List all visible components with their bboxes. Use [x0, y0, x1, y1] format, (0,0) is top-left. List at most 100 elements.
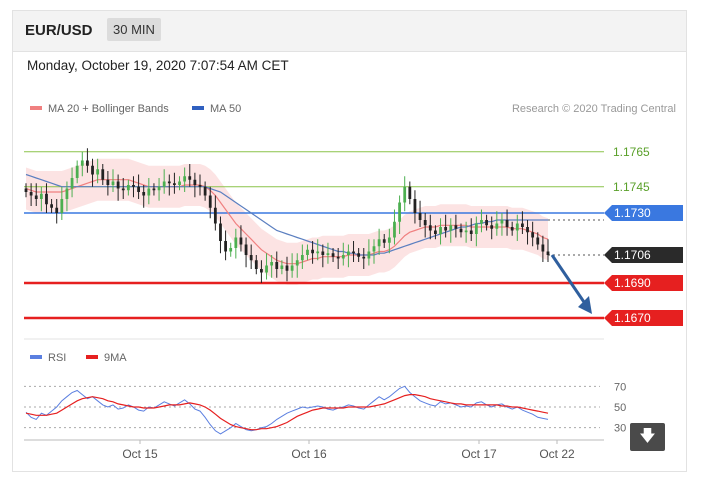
candle-body — [449, 225, 453, 231]
rsi-tick-label: 70 — [614, 381, 626, 393]
candle-body — [249, 255, 253, 261]
candle-body — [254, 260, 258, 269]
candle-body — [311, 249, 314, 254]
candle-body — [546, 251, 550, 255]
timeframe-badge[interactable]: 30 MIN — [107, 18, 161, 41]
ma9-legend-label: 9MA — [104, 352, 127, 364]
candle-body — [459, 228, 463, 233]
candle-body — [541, 244, 545, 252]
ma20-legend-swatch — [30, 106, 42, 110]
candle-body — [377, 239, 381, 247]
level-label-1.1706: 1.1706 — [614, 248, 651, 262]
candle-body — [428, 225, 432, 231]
rsi-tick-label: 30 — [614, 423, 626, 435]
candle-body — [474, 223, 478, 234]
candle-body — [295, 260, 299, 266]
candle-body — [505, 220, 509, 227]
level-label-1.1745: 1.1745 — [613, 180, 650, 194]
candle-body — [300, 255, 304, 261]
candle-body — [403, 186, 407, 203]
candle-body — [229, 248, 233, 252]
level-tag-1.1670 — [604, 310, 683, 326]
candle-body — [306, 249, 309, 255]
candle-body — [423, 220, 427, 226]
candle-body — [387, 237, 391, 243]
candle-body — [198, 185, 202, 187]
candle-body — [290, 265, 294, 271]
candle-body — [39, 193, 43, 199]
forecast-arrow — [550, 254, 588, 306]
candle-body — [331, 253, 335, 257]
candle-body — [203, 186, 207, 196]
candle-body — [55, 207, 59, 213]
candle-body — [91, 165, 94, 175]
rsi-line — [25, 385, 549, 435]
candle-body — [34, 195, 38, 199]
chart-card: EUR/USD 30 MIN Monday, October 19, 2020 … — [12, 10, 687, 472]
candle-body — [526, 227, 529, 233]
candle-body — [398, 202, 401, 222]
candle-body — [75, 165, 79, 178]
level-label-1.1690: 1.1690 — [614, 276, 651, 290]
candle-body — [157, 186, 161, 191]
candle-body — [285, 265, 289, 271]
download-arrow-icon: 🡇 — [639, 428, 656, 445]
ma9-legend-swatch — [86, 355, 98, 359]
level-tag-1.1730 — [604, 205, 683, 221]
candle-body — [244, 244, 248, 255]
candle-body — [126, 185, 130, 191]
candle-body — [147, 188, 151, 196]
ma50-legend-swatch — [192, 106, 204, 110]
rsi-legend-swatch — [30, 355, 42, 359]
price-plot: 1.1765 1.1745 1.1730 1.1706 1.1690 1.1670 — [24, 145, 683, 326]
candle-body — [137, 186, 140, 192]
rsi-plot: 70 50 30 — [24, 381, 626, 435]
candle-body — [60, 199, 64, 213]
candle-body — [260, 269, 263, 273]
candle-body — [29, 192, 33, 196]
rsi-tick-label: 50 — [614, 402, 626, 414]
candle-body — [536, 237, 540, 245]
chart-timestamp: Monday, October 19, 2020 7:07:54 AM CET — [27, 58, 289, 73]
download-button[interactable]: 🡇 — [630, 423, 665, 451]
level-label-1.1765: 1.1765 — [613, 145, 650, 159]
candle-body — [70, 178, 74, 189]
candle-body — [24, 188, 28, 192]
candle-body — [111, 181, 115, 185]
candle-body — [101, 169, 105, 180]
candle-body — [510, 227, 514, 231]
candle-body — [341, 255, 345, 259]
candle-body — [183, 176, 187, 182]
level-tag-1.1706 — [604, 247, 683, 263]
candle-body — [372, 246, 376, 252]
candle-body — [454, 225, 458, 229]
candle-body — [193, 179, 197, 185]
candle-body — [142, 192, 146, 196]
candle-body — [213, 207, 217, 224]
candle-body — [270, 262, 274, 266]
candle-body — [121, 188, 125, 191]
candle-body — [96, 169, 100, 175]
candle-body — [515, 223, 519, 231]
candle-body — [321, 251, 325, 255]
candle-body — [439, 227, 442, 234]
candle-body — [500, 220, 504, 224]
candle-body — [275, 262, 279, 269]
candle-body — [219, 223, 222, 241]
x-tick-label: Oct 17 — [461, 447, 497, 461]
candle-body — [531, 232, 535, 238]
candle-body — [480, 220, 483, 224]
candle-body — [224, 241, 227, 252]
ma20-legend-label: MA 20 + Bollinger Bands — [48, 103, 169, 115]
forecast-arrowhead — [578, 296, 592, 314]
candle-body — [347, 251, 350, 255]
candle-body — [116, 181, 120, 189]
level-tag-1.1690 — [604, 275, 683, 291]
candle-body — [208, 195, 212, 208]
candle-body — [434, 230, 437, 234]
candle-body — [336, 256, 340, 259]
candle-body — [521, 223, 524, 227]
candle-body — [132, 185, 135, 187]
x-tick-label: Oct 22 — [539, 447, 575, 461]
